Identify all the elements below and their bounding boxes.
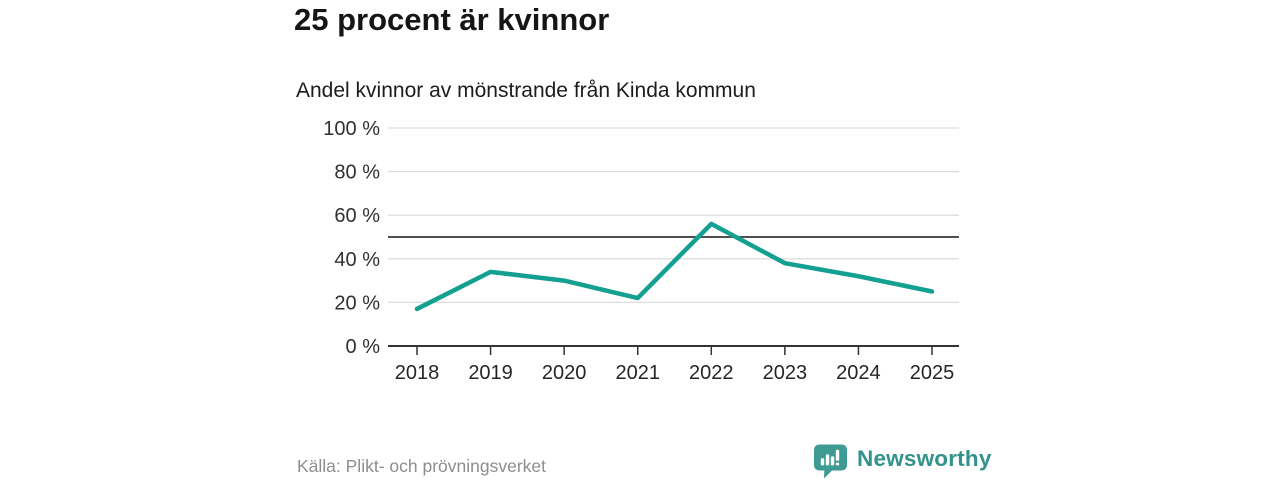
svg-text:100 %: 100 %: [323, 118, 380, 140]
svg-text:20 %: 20 %: [334, 292, 380, 314]
line-chart: 0 % 20 % 40 % 60 % 80 % 100 % 2018 2019 2020 2021…: [300, 116, 970, 391]
svg-text:2019: 2019: [468, 362, 513, 384]
chart-subtitle: Andel kvinnor av mönstrande från Kinda k…: [296, 79, 756, 102]
svg-text:2023: 2023: [763, 362, 808, 384]
newsworthy-speech-bubble-bar-chart-icon: [814, 444, 847, 479]
brand-wordmark: Newsworthy: [857, 446, 992, 471]
svg-text:2022: 2022: [689, 362, 734, 384]
source-note: Källa: Plikt- och prövningsverket: [297, 456, 546, 476]
svg-text:40 %: 40 %: [334, 249, 380, 271]
newsworthy-logo: Newsworthy: [813, 444, 992, 480]
svg-text:2020: 2020: [542, 362, 587, 384]
svg-text:2018: 2018: [395, 362, 440, 384]
svg-text:80 %: 80 %: [334, 162, 380, 184]
chart-title: 25 procent är kvinnor: [294, 2, 610, 37]
svg-text:60 %: 60 %: [334, 205, 380, 227]
svg-text:2025: 2025: [910, 362, 955, 384]
svg-text:2024: 2024: [836, 362, 881, 384]
svg-text:0 %: 0 %: [346, 336, 381, 358]
line-chart-svg: 0 % 20 % 40 % 60 % 80 % 100 % 2018 2019 2020 2021…: [323, 118, 959, 384]
svg-text:2021: 2021: [615, 362, 660, 384]
